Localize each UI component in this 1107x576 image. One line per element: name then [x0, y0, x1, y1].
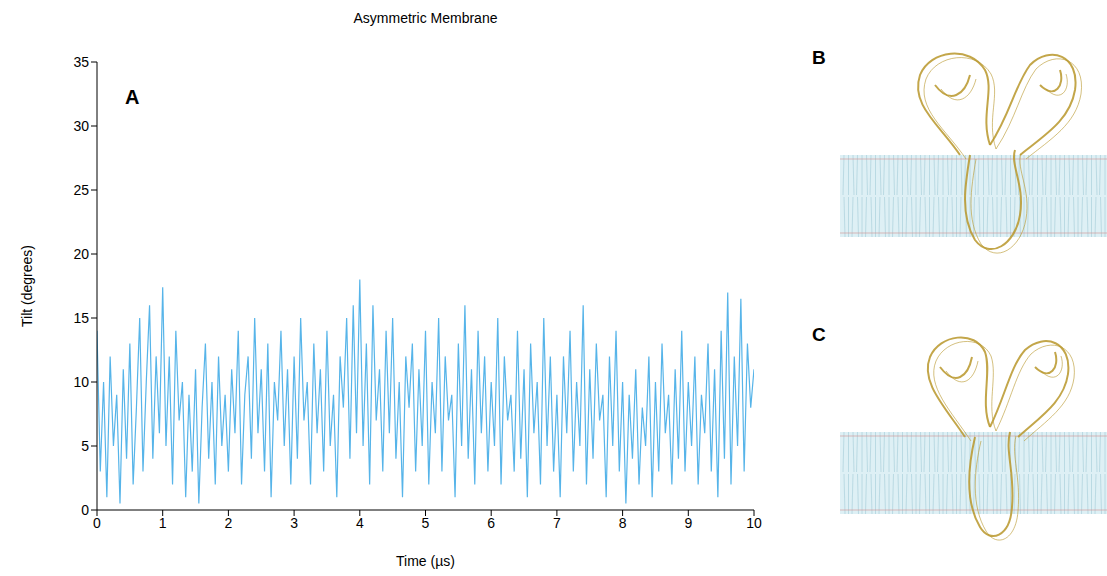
svg-text:1: 1	[159, 515, 167, 531]
svg-text:8: 8	[619, 515, 627, 531]
svg-text:5: 5	[422, 515, 430, 531]
svg-text:0: 0	[93, 515, 101, 531]
svg-text:10: 10	[73, 374, 89, 390]
html-text:C: C	[812, 324, 826, 345]
svg-text:9: 9	[684, 515, 692, 531]
html-text:Asymmetric Membrane: Asymmetric Membrane	[353, 10, 498, 26]
html-text:B: B	[812, 47, 826, 68]
svg-text:20: 20	[73, 246, 89, 262]
svg-text:0: 0	[81, 502, 89, 518]
svg-text:35: 35	[73, 54, 89, 70]
svg-text:7: 7	[553, 515, 561, 531]
svg-text:5: 5	[81, 438, 89, 454]
svg-text:4: 4	[356, 515, 364, 531]
html-text:A: A	[125, 86, 140, 108]
svg-text:3: 3	[290, 515, 298, 531]
svg-text:10: 10	[746, 515, 762, 531]
svg-text:6: 6	[487, 515, 495, 531]
svg-text:25: 25	[73, 182, 89, 198]
svg-text:30: 30	[73, 118, 89, 134]
svg-text:2: 2	[225, 515, 233, 531]
svg-text:Time (µs): Time (µs)	[396, 553, 455, 569]
svg-text:15: 15	[73, 310, 89, 326]
svg-text:Tilt (degrees): Tilt (degrees)	[19, 245, 35, 327]
